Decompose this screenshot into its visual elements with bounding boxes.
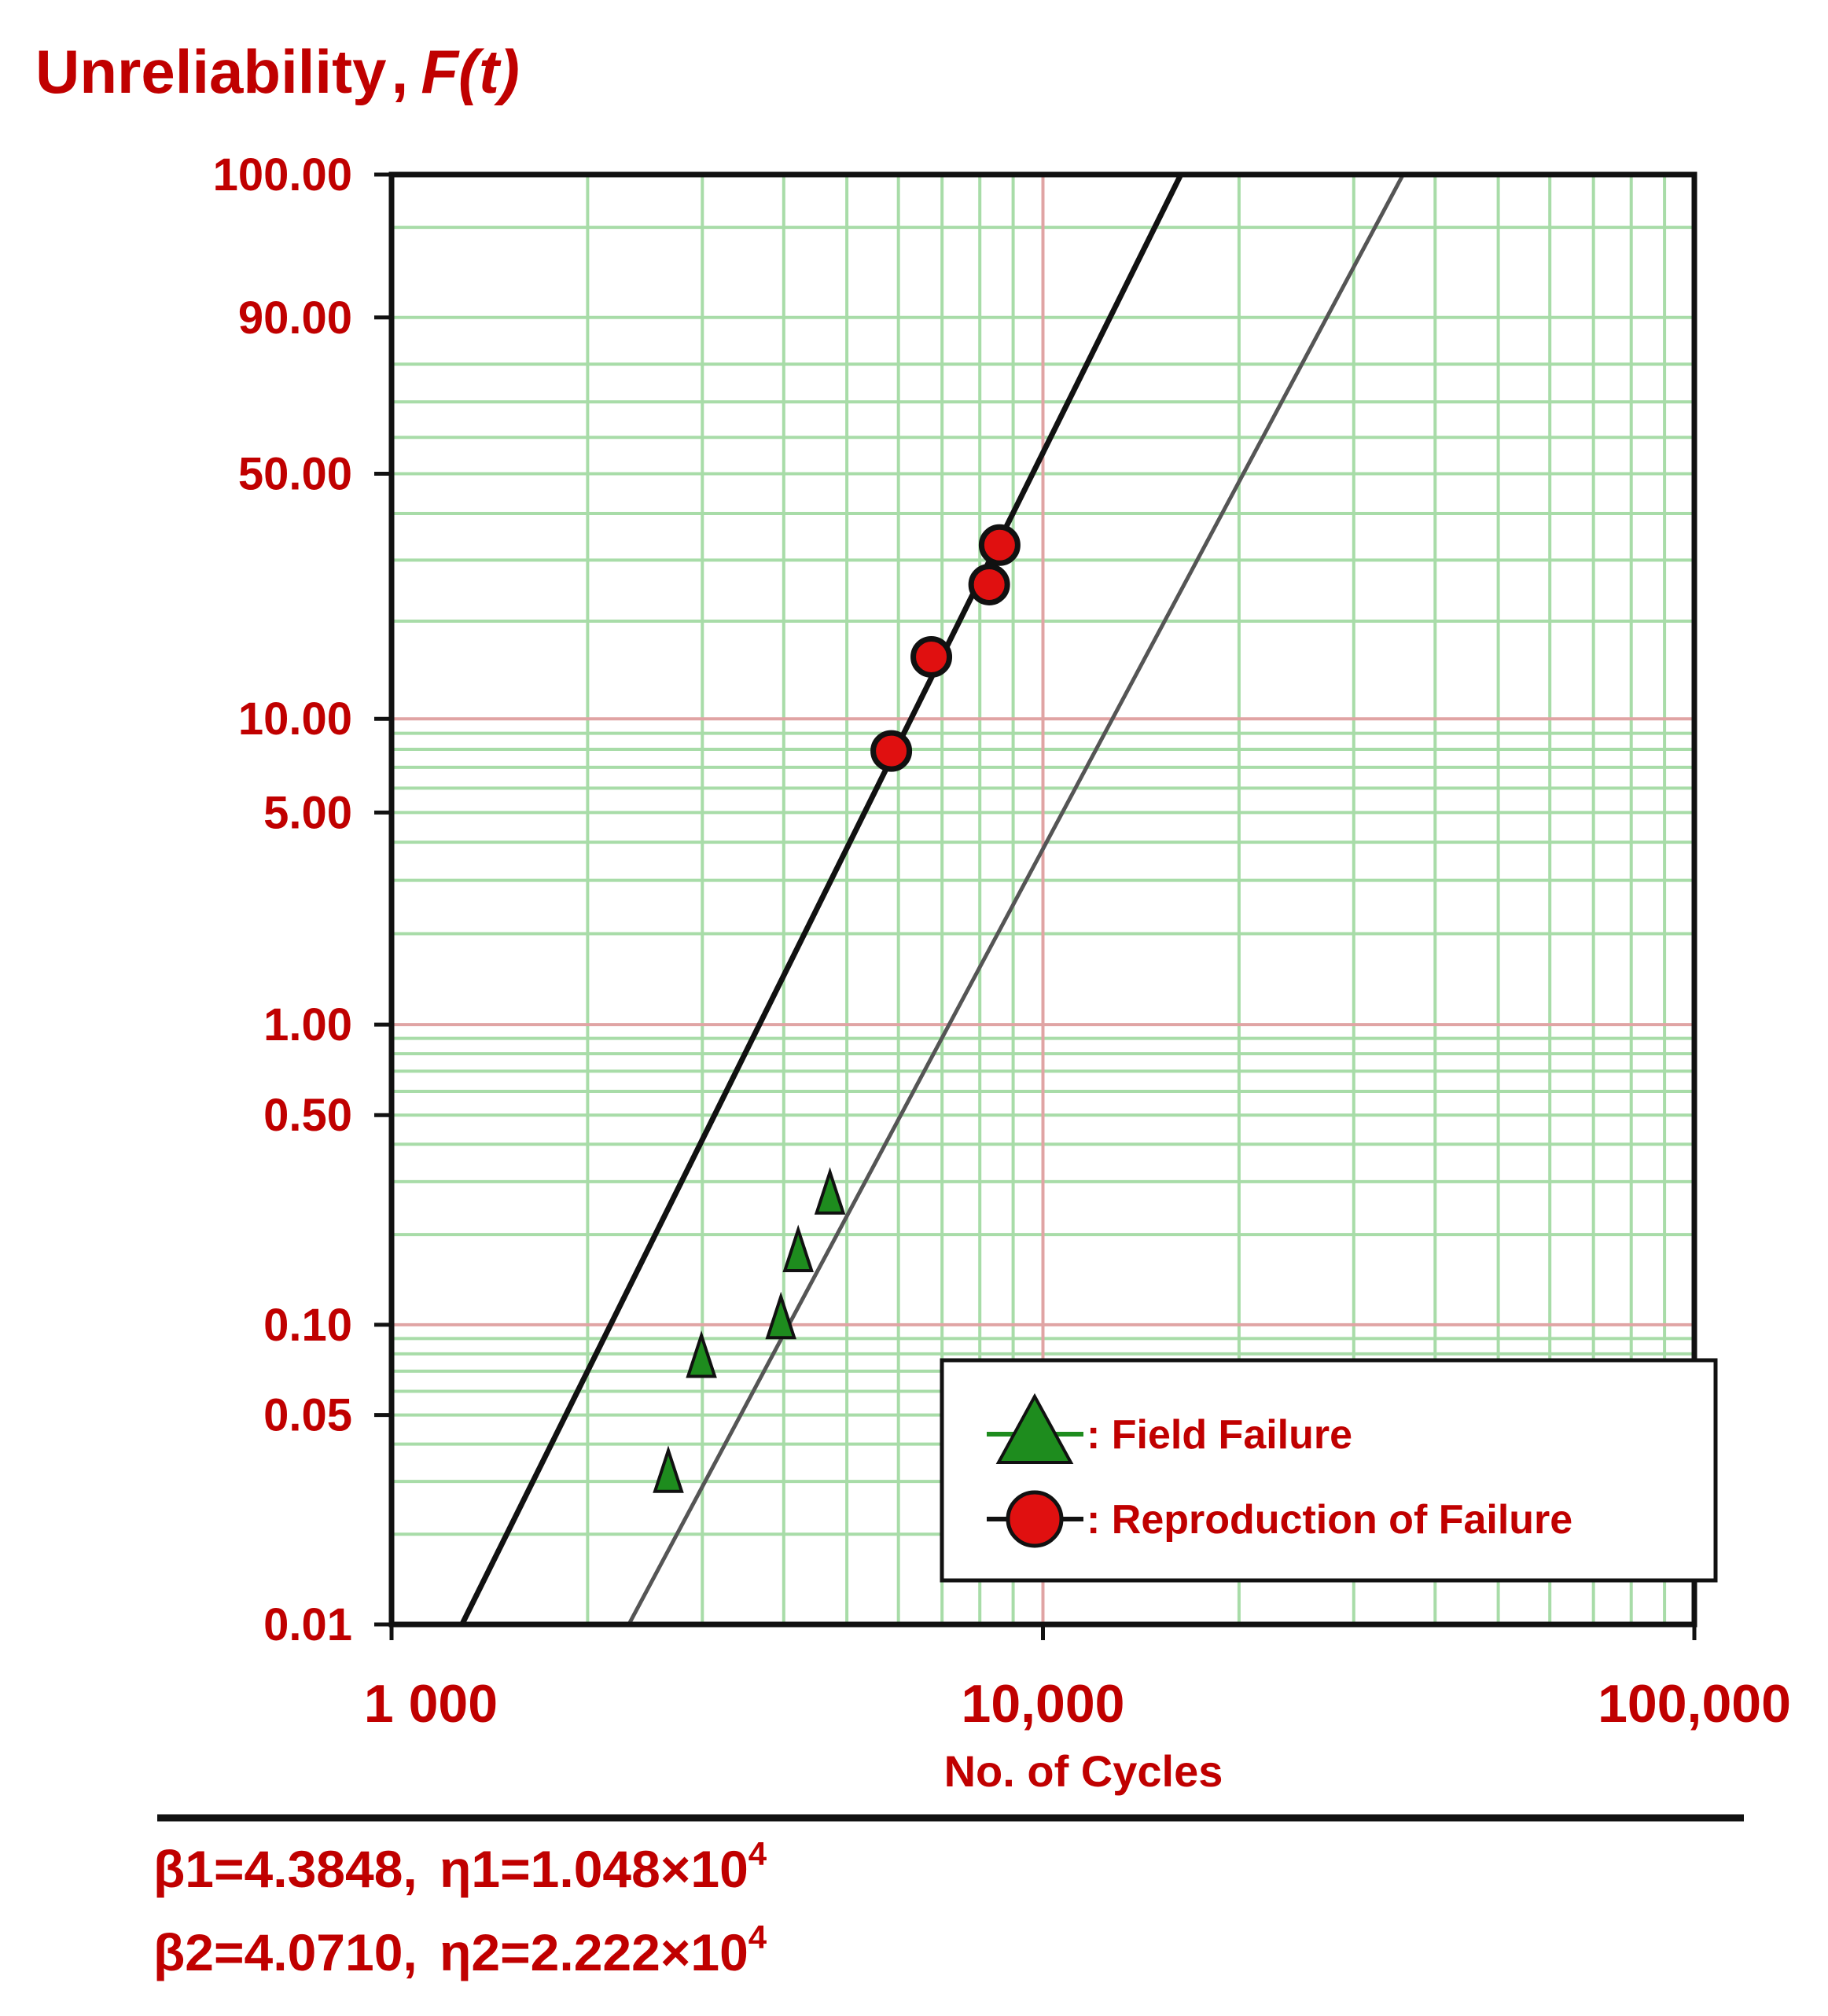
- y-tick-labels: 100.00 90.00 50.00 10.00 5.00 1.00 0.50 0.10 0.0…: [213, 149, 352, 1650]
- field-failure-point: [686, 1330, 717, 1378]
- fit-line-reproduction: [459, 175, 1184, 1624]
- y-tick-label: 10.00: [238, 693, 352, 745]
- param-1-exp: 4: [748, 1835, 767, 1872]
- y-tick-label: 50.00: [238, 448, 352, 499]
- reproduction-point: [910, 635, 953, 678]
- param-2-exp: 4: [748, 1919, 767, 1955]
- decade-grid: [392, 175, 1694, 1624]
- legend-field-label: : Field Failure: [1087, 1412, 1352, 1458]
- param-2-eta: η2=2.222: [440, 1923, 660, 1981]
- fit-lines: [459, 175, 1405, 1624]
- param-1-eta: η1=1.048: [440, 1840, 660, 1898]
- param-1-times: ×: [660, 1840, 691, 1898]
- y-tick-label: 0.05: [263, 1390, 352, 1441]
- y-tick-label: 0.01: [263, 1599, 352, 1650]
- y-tick-label: 90.00: [238, 292, 352, 344]
- reproduction-point: [870, 730, 913, 772]
- parameter-line-1: β1=4.3848, η1=1.048×104: [153, 1835, 767, 1898]
- y-axis-title-main: Unreliability: [35, 37, 386, 106]
- param-2-beta: β2=4.0710,: [153, 1923, 417, 1981]
- parameter-line-2: β2=4.0710, η2=2.222×104: [153, 1919, 767, 1981]
- field-failure-point: [653, 1445, 684, 1493]
- legend-repro-circle-icon: [1006, 1490, 1064, 1548]
- y-axis-title-sep: ,: [392, 37, 409, 106]
- y-tick-label: 5.00: [263, 787, 352, 838]
- y-tick-label: 0.10: [263, 1300, 352, 1351]
- x-axis-title: No. of Cycles: [944, 1746, 1223, 1796]
- y-axis-title: Unreliability, F(t): [35, 37, 520, 106]
- param-1-beta: β1=4.3848,: [153, 1840, 417, 1898]
- param-2-times: ×: [660, 1923, 691, 1981]
- param-2-base: 10: [690, 1923, 748, 1981]
- y-tick-label: 0.50: [263, 1090, 352, 1141]
- param-1-base: 10: [690, 1840, 748, 1898]
- axis-ticks: [374, 172, 1697, 1640]
- y-axis-title-symbol: F(t): [421, 37, 520, 106]
- field-failure-point: [782, 1224, 814, 1272]
- reproduction-point: [978, 524, 1021, 566]
- x-tick-label: 1 000: [364, 1674, 498, 1734]
- legend-field-triangle-icon: [995, 1392, 1074, 1464]
- x-tick-label: 100,000: [1598, 1674, 1791, 1734]
- y-tick-label: 100.00: [213, 149, 352, 200]
- fit-line-field-failure: [627, 175, 1405, 1624]
- field-failure-point: [765, 1291, 796, 1340]
- legend-repro-label: : Reproduction of Failure: [1087, 1497, 1572, 1543]
- data-markers: [653, 524, 1021, 1493]
- legend-box: [940, 1358, 1718, 1583]
- x-tick-labels: 1 000 10,000 100,000: [364, 1674, 1791, 1734]
- legend: : Field Failure : Reproduction of Failur…: [940, 1358, 1718, 1583]
- field-failure-point: [814, 1167, 846, 1215]
- x-tick-label: 10,000: [962, 1674, 1125, 1734]
- y-tick-label: 1.00: [263, 999, 352, 1050]
- reproduction-point: [968, 563, 1010, 605]
